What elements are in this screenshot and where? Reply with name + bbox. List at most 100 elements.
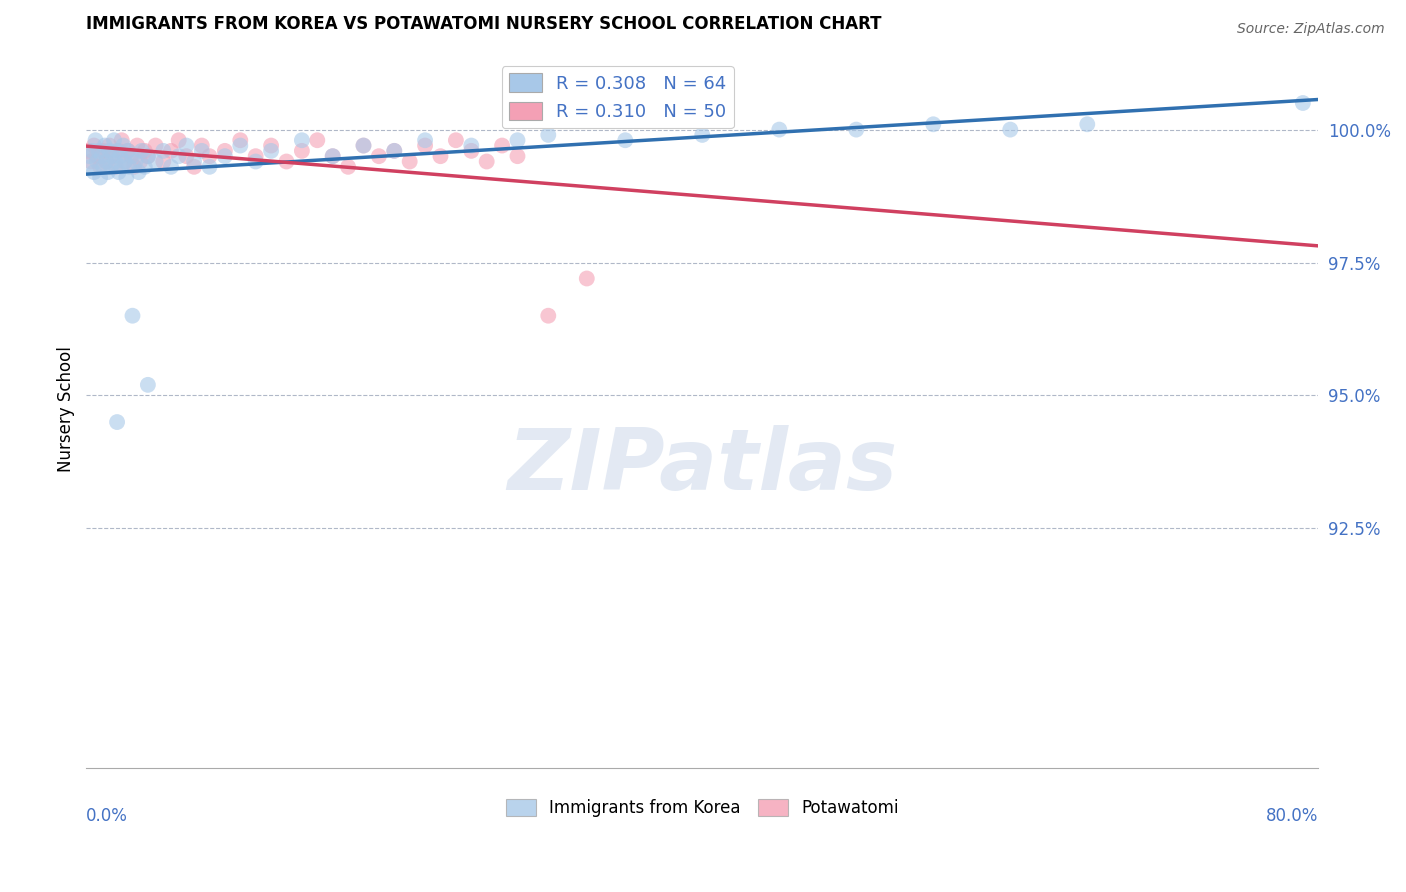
Point: [506, 133, 529, 147]
Text: ZIPatlas: ZIPatlas: [508, 425, 897, 508]
Point: [322, 149, 344, 163]
Point: [127, 138, 149, 153]
Point: [98, 138, 121, 153]
Point: [117, 144, 139, 158]
Point: [337, 160, 360, 174]
Point: [475, 154, 498, 169]
Point: [101, 149, 124, 163]
Point: [94, 138, 117, 153]
Point: [429, 149, 451, 163]
Point: [322, 149, 344, 163]
Point: [104, 160, 127, 174]
Point: [307, 133, 329, 147]
Point: [229, 138, 252, 153]
Point: [460, 138, 482, 153]
Point: [136, 149, 159, 163]
Point: [111, 133, 134, 147]
Point: [176, 149, 198, 163]
Point: [86, 149, 108, 163]
Point: [537, 128, 560, 142]
Point: [845, 122, 868, 136]
Point: [353, 138, 375, 153]
Point: [124, 154, 146, 169]
Point: [91, 160, 114, 174]
Point: [97, 165, 120, 179]
Y-axis label: Nursery School: Nursery School: [58, 346, 75, 472]
Point: [84, 133, 107, 147]
Point: [82, 144, 104, 158]
Point: [114, 154, 136, 169]
Point: [89, 160, 111, 174]
Point: [129, 154, 152, 169]
Point: [382, 144, 405, 158]
Point: [76, 144, 98, 158]
Point: [136, 149, 159, 163]
Point: [105, 415, 128, 429]
Point: [245, 149, 267, 163]
Point: [398, 154, 420, 169]
Point: [444, 133, 467, 147]
Point: [131, 144, 153, 158]
Point: [105, 144, 128, 158]
Point: [167, 133, 190, 147]
Point: [1292, 95, 1315, 110]
Point: [108, 149, 131, 163]
Point: [491, 138, 513, 153]
Point: [152, 154, 174, 169]
Text: Source: ZipAtlas.com: Source: ZipAtlas.com: [1237, 22, 1385, 37]
Point: [922, 117, 945, 131]
Point: [367, 149, 389, 163]
Point: [413, 133, 436, 147]
Point: [382, 144, 405, 158]
Point: [152, 144, 174, 158]
Text: IMMIGRANTS FROM KOREA VS POTAWATOMI NURSERY SCHOOL CORRELATION CHART: IMMIGRANTS FROM KOREA VS POTAWATOMI NURS…: [86, 15, 882, 33]
Point: [120, 149, 142, 163]
Point: [103, 133, 125, 147]
Point: [112, 138, 135, 153]
Point: [229, 133, 252, 147]
Point: [91, 144, 114, 158]
Text: 80.0%: 80.0%: [1265, 807, 1319, 825]
Point: [83, 165, 105, 179]
Point: [160, 160, 183, 174]
Point: [98, 144, 121, 158]
Point: [460, 144, 482, 158]
Point: [96, 154, 118, 169]
Point: [121, 149, 143, 163]
Point: [86, 154, 108, 169]
Point: [1076, 117, 1098, 131]
Point: [291, 144, 314, 158]
Point: [107, 144, 129, 158]
Point: [117, 144, 139, 158]
Point: [537, 309, 560, 323]
Point: [114, 154, 136, 169]
Point: [100, 160, 122, 174]
Point: [260, 138, 283, 153]
Point: [115, 170, 138, 185]
Point: [121, 309, 143, 323]
Point: [413, 138, 436, 153]
Point: [101, 149, 124, 163]
Point: [183, 154, 205, 169]
Point: [90, 149, 112, 163]
Point: [145, 138, 167, 153]
Point: [87, 144, 110, 158]
Point: [107, 165, 129, 179]
Point: [80, 160, 103, 174]
Point: [134, 160, 156, 174]
Point: [690, 128, 713, 142]
Point: [353, 138, 375, 153]
Point: [83, 138, 105, 153]
Point: [111, 160, 134, 174]
Point: [245, 154, 267, 169]
Point: [176, 138, 198, 153]
Point: [291, 133, 314, 147]
Point: [768, 122, 790, 136]
Point: [198, 160, 221, 174]
Point: [96, 154, 118, 169]
Point: [198, 149, 221, 163]
Point: [128, 165, 150, 179]
Point: [89, 170, 111, 185]
Point: [145, 154, 167, 169]
Point: [136, 377, 159, 392]
